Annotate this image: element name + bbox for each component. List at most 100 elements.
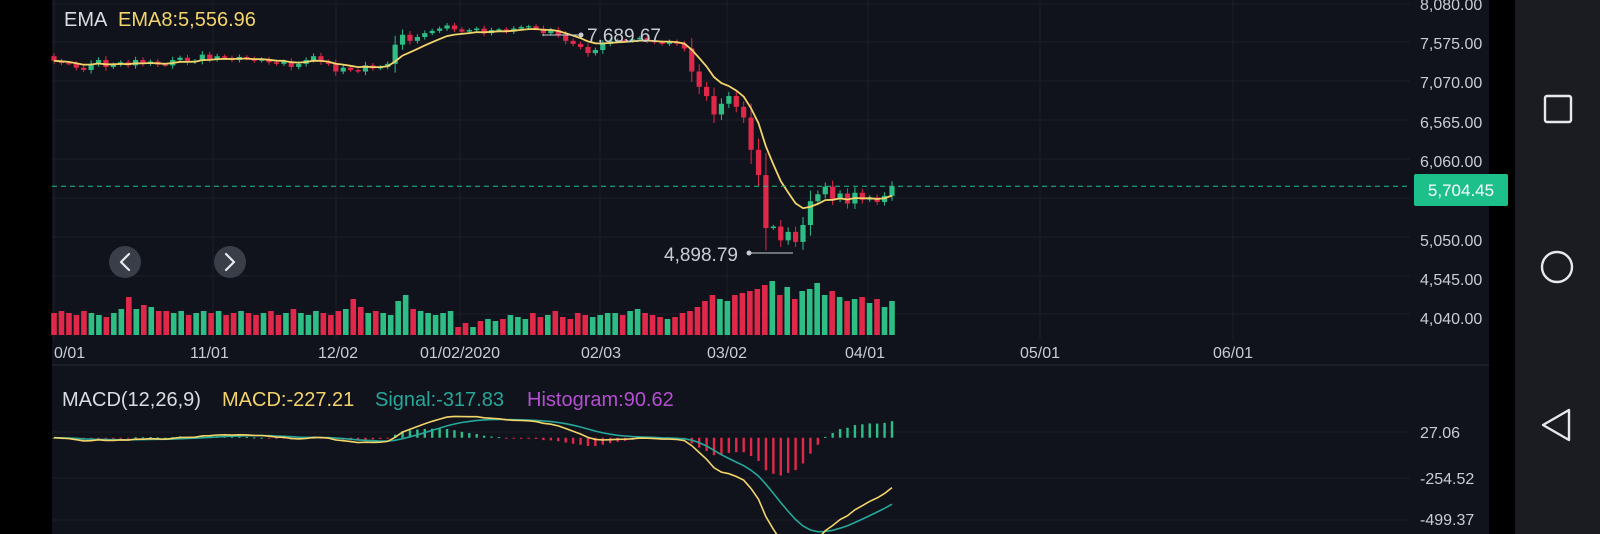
- histogram-bar: [564, 437, 567, 443]
- volume-bar: [545, 315, 551, 335]
- candle: [741, 106, 747, 118]
- volume-bar: [133, 309, 140, 335]
- volume-bar: [859, 297, 865, 335]
- histogram-bar: [586, 437, 590, 447]
- candle: [81, 67, 87, 70]
- histogram-bar: [416, 429, 419, 438]
- chart-area[interactable]: [52, 0, 1489, 534]
- candle: [207, 54, 213, 60]
- volume-bar: [193, 313, 199, 335]
- candle: [481, 28, 487, 34]
- candle: [592, 50, 598, 54]
- volume-bar: [447, 311, 454, 335]
- back-button[interactable]: [1515, 390, 1600, 460]
- candle: [837, 193, 843, 199]
- candle: [496, 29, 502, 31]
- candle: [140, 60, 146, 64]
- candle: [718, 103, 725, 115]
- histogram-bar: [534, 437, 538, 440]
- histogram-bar: [512, 437, 515, 439]
- histogram-bar: [527, 437, 530, 439]
- candle: [266, 59, 272, 63]
- histogram-bar: [275, 437, 278, 439]
- histogram-bar: [853, 425, 857, 438]
- scroll-right-button[interactable]: [214, 246, 246, 278]
- candle: [570, 40, 576, 44]
- candle: [755, 149, 762, 176]
- price-tick: 5,050.00: [1420, 233, 1482, 250]
- chart-svg[interactable]: 8,080.00 7,575.00 7,070.00 6,565.00 6,06…: [0, 0, 1515, 534]
- date-tick: 12/02: [318, 345, 358, 362]
- candle: [763, 175, 769, 229]
- histogram-bar: [171, 437, 174, 439]
- volume-bar: [298, 313, 304, 335]
- scroll-left-button[interactable]: [109, 246, 141, 278]
- histogram-bar: [883, 422, 886, 438]
- volume-bar: [245, 313, 252, 335]
- volume-bar: [500, 319, 506, 335]
- volume-bar: [275, 315, 282, 335]
- volume-bar: [111, 313, 117, 335]
- candle: [348, 67, 354, 70]
- candle: [355, 69, 361, 72]
- home-button[interactable]: [1515, 232, 1600, 302]
- volume-bar: [343, 309, 349, 335]
- histogram-bar: [438, 428, 441, 438]
- date-tick: 11/01: [190, 345, 229, 362]
- histogram-bar: [875, 423, 879, 438]
- volume-bar: [619, 315, 626, 335]
- histogram-bar: [764, 437, 768, 471]
- volume-bar: [215, 311, 222, 335]
- candle: [815, 194, 821, 202]
- histogram-bar: [601, 437, 604, 445]
- volume-bar: [357, 307, 364, 335]
- histogram-bar: [141, 437, 145, 439]
- volume-bar: [866, 303, 873, 335]
- volume-bar: [335, 311, 342, 335]
- histogram-bar: [371, 437, 375, 440]
- candle: [162, 64, 168, 66]
- histogram-bar: [705, 437, 708, 452]
- volume-bar: [485, 319, 491, 335]
- volume-bar: [372, 311, 379, 335]
- volume-bar: [365, 313, 372, 335]
- candle: [407, 34, 413, 41]
- candle: [792, 231, 799, 242]
- candle: [807, 201, 814, 225]
- candle: [466, 30, 472, 32]
- histogram-bar: [201, 435, 204, 438]
- volume-bar: [515, 317, 521, 335]
- candle: [310, 56, 317, 61]
- histogram-bar: [475, 434, 478, 438]
- histogram-bar: [453, 430, 456, 438]
- histogram-bar: [490, 436, 493, 438]
- candle: [748, 117, 754, 150]
- candle: [296, 63, 302, 67]
- square-icon: [1543, 94, 1573, 124]
- candle: [659, 42, 665, 44]
- volume-bar: [530, 313, 536, 335]
- volume-bar: [836, 297, 843, 335]
- candle: [859, 192, 865, 200]
- volume-bars: [51, 281, 895, 335]
- volume-bar: [806, 289, 813, 335]
- volume-bar: [350, 299, 357, 335]
- volume-bar: [96, 315, 102, 335]
- candle: [73, 63, 79, 68]
- histogram-bar: [557, 437, 560, 442]
- volume-bar: [118, 309, 125, 335]
- candle: [830, 186, 836, 199]
- volume-bar: [477, 321, 484, 335]
- histogram-bar: [401, 431, 404, 438]
- date-tick: 05/01: [1020, 345, 1060, 362]
- volume-bar: [103, 317, 110, 335]
- recent-apps-button[interactable]: [1515, 74, 1600, 144]
- histogram-bar: [238, 436, 241, 438]
- candle: [704, 86, 710, 97]
- volume-bar: [88, 313, 95, 335]
- volume-bar: [799, 291, 806, 335]
- volume-bar: [732, 295, 738, 335]
- histogram-bar: [571, 437, 575, 444]
- histogram-bar: [260, 437, 263, 439]
- histogram-bar: [594, 437, 597, 447]
